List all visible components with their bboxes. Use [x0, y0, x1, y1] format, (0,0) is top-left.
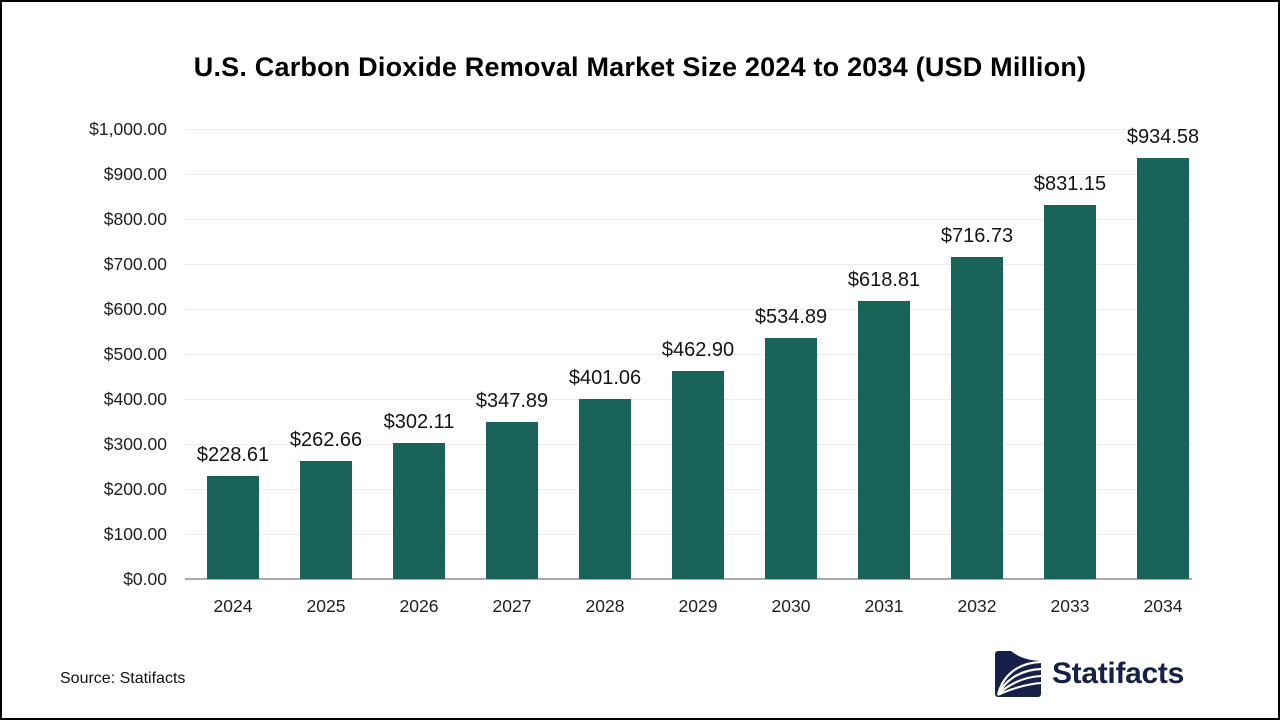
x-axis-tick-label: 2033: [1050, 596, 1090, 616]
x-axis-tick-label: 2030: [771, 596, 811, 616]
bar-value-label: $534.89: [754, 306, 828, 329]
source-text: Source: Statifacts: [60, 670, 186, 687]
bar-value-label: $228.61: [196, 444, 270, 467]
y-axis-tick-label: $700.00: [103, 254, 167, 274]
brand-logo: Statifacts: [994, 650, 1184, 698]
bar-value-label: $716.73: [940, 224, 1014, 247]
y-axis-tick-label: $1,000.00: [89, 119, 167, 139]
bar-2024: [207, 476, 259, 579]
x-axis-tick-label: 2034: [1143, 596, 1183, 616]
y-axis-tick-label: $600.00: [103, 299, 167, 319]
x-axis-tick-label: 2026: [399, 596, 439, 616]
gridline: [185, 309, 1192, 310]
plot-area: $0.00 $100.00 $200.00 $300.00 $400.00 $500.00…: [89, 119, 1199, 616]
gridline: [185, 219, 1192, 220]
bar-2025: [300, 460, 352, 579]
gridline: [185, 129, 1192, 130]
y-axis-tick-label: $200.00: [103, 479, 167, 499]
y-axis-tick-label: $900.00: [103, 164, 167, 184]
brand-name: Statifacts: [1051, 657, 1184, 690]
statifacts-logo-icon: [994, 651, 1042, 697]
x-axis-tick-label: 2024: [213, 596, 253, 616]
bar-value-label: $831.15: [1033, 173, 1107, 195]
bar-2030: [765, 338, 817, 579]
bar-value-label: $618.81: [847, 268, 921, 291]
x-axis-tick-label: 2032: [957, 596, 997, 616]
bar-2028: [579, 398, 631, 579]
gridline: [185, 264, 1192, 265]
bar-value-label: $262.66: [289, 428, 363, 451]
y-axis-tick-label: $800.00: [103, 209, 167, 229]
x-axis-tick-label: 2025: [306, 596, 346, 616]
bar-value-label: $401.06: [568, 366, 642, 389]
bar-value-label: $302.11: [383, 411, 455, 434]
y-axis-tick-label: $400.00: [103, 389, 167, 409]
bar-2026: [393, 443, 445, 579]
bar-2031: [858, 300, 910, 579]
gridline: [185, 354, 1192, 355]
gridline: [185, 174, 1192, 175]
bar-2032: [951, 256, 1003, 579]
y-axis-tick-label: $100.00: [103, 524, 167, 544]
bar-value-label: $934.58: [1126, 126, 1200, 149]
y-axis-tick-label: $500.00: [103, 344, 167, 364]
y-axis-tick-label: $300.00: [103, 434, 167, 454]
bar-value-label: $347.89: [475, 390, 549, 413]
x-axis-tick-label: 2027: [492, 596, 532, 616]
x-axis-tick-label: 2031: [864, 596, 904, 616]
chart-title: U.S. Carbon Dioxide Removal Market Size …: [193, 52, 1087, 82]
x-axis-tick-label: 2029: [678, 596, 718, 616]
x-axis-line: [185, 578, 1192, 580]
bar-2027: [486, 422, 538, 579]
bar-2033: [1044, 205, 1096, 579]
bar-value-label: $462.90: [661, 338, 735, 361]
x-axis-tick-label: 2028: [585, 596, 625, 616]
y-axis-tick-label: $0.00: [123, 569, 167, 589]
bar-2029: [672, 370, 724, 579]
bar-2034: [1137, 158, 1189, 579]
